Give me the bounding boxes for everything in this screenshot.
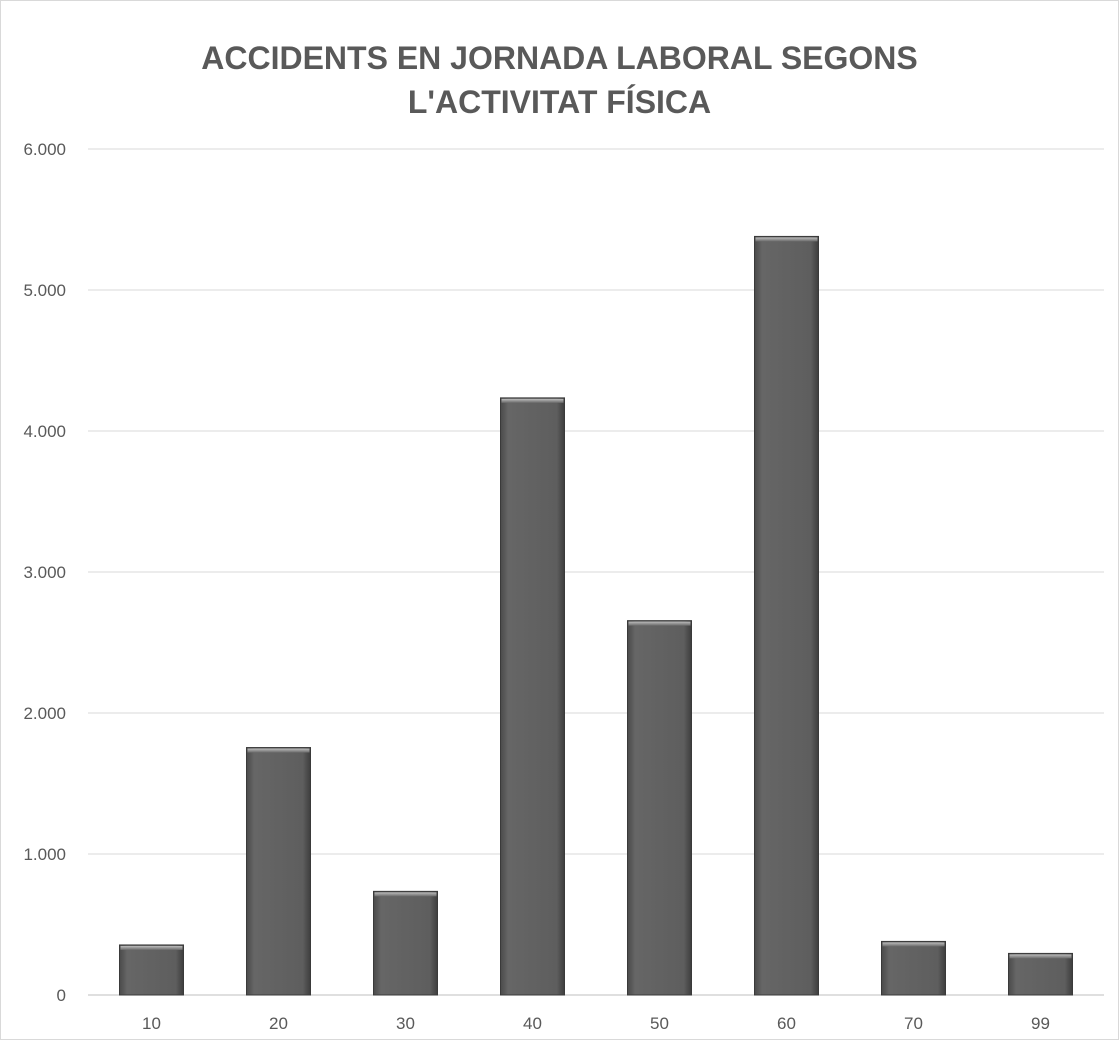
x-tick-label: 20 (269, 1014, 288, 1033)
bar (627, 620, 692, 996)
y-axis-tick-labels: 0 1.000 2.000 3.000 4.000 5.000 6.000 (23, 140, 66, 1005)
bar-body (1008, 952, 1073, 996)
bar-body (627, 620, 692, 996)
bar-bevel (628, 621, 691, 626)
bar-bevel (120, 945, 183, 950)
bar-bevel (247, 748, 310, 753)
y-tick-label: 2.000 (23, 704, 66, 723)
bar (500, 397, 565, 996)
gridlines (88, 148, 1104, 996)
y-tick-label: 0 (57, 986, 66, 1005)
chart-title-line-2: L'ACTIVITAT FÍSICA (407, 84, 712, 120)
bar (119, 944, 184, 996)
y-tick-label: 5.000 (23, 281, 66, 300)
bar (1008, 952, 1073, 996)
x-tick-label: 40 (523, 1014, 542, 1033)
bar-body (754, 235, 819, 996)
y-tick-label: 6.000 (23, 140, 66, 159)
bar-bevel (1009, 954, 1072, 959)
bar-body (500, 397, 565, 996)
bar (754, 235, 819, 996)
bar (373, 890, 438, 996)
bar-bevel (755, 237, 818, 242)
x-axis-tick-labels: 10 20 30 40 50 60 70 99 (142, 1014, 1050, 1033)
bar (881, 940, 946, 996)
x-tick-label: 60 (777, 1014, 796, 1033)
x-tick-label: 70 (904, 1014, 923, 1033)
x-tick-label: 99 (1031, 1014, 1050, 1033)
x-tick-label: 30 (396, 1014, 415, 1033)
bar (246, 747, 311, 996)
y-tick-label: 4.000 (23, 422, 66, 441)
x-tick-label: 10 (142, 1014, 161, 1033)
chart-title: ACCIDENTS EN JORNADA LABORAL SEGONS L'AC… (0, 36, 1119, 124)
y-tick-label: 1.000 (23, 845, 66, 864)
bar-body (119, 944, 184, 996)
chart-title-line-1: ACCIDENTS EN JORNADA LABORAL SEGONS (201, 40, 918, 76)
bar-body (246, 747, 311, 996)
y-tick-label: 3.000 (23, 563, 66, 582)
bar-body (881, 940, 946, 996)
bar-bevel (882, 942, 945, 947)
bars (119, 235, 1073, 996)
bar-bevel (374, 892, 437, 897)
bar-bevel (501, 398, 564, 403)
x-tick-label: 50 (650, 1014, 669, 1033)
bar-body (373, 890, 438, 996)
